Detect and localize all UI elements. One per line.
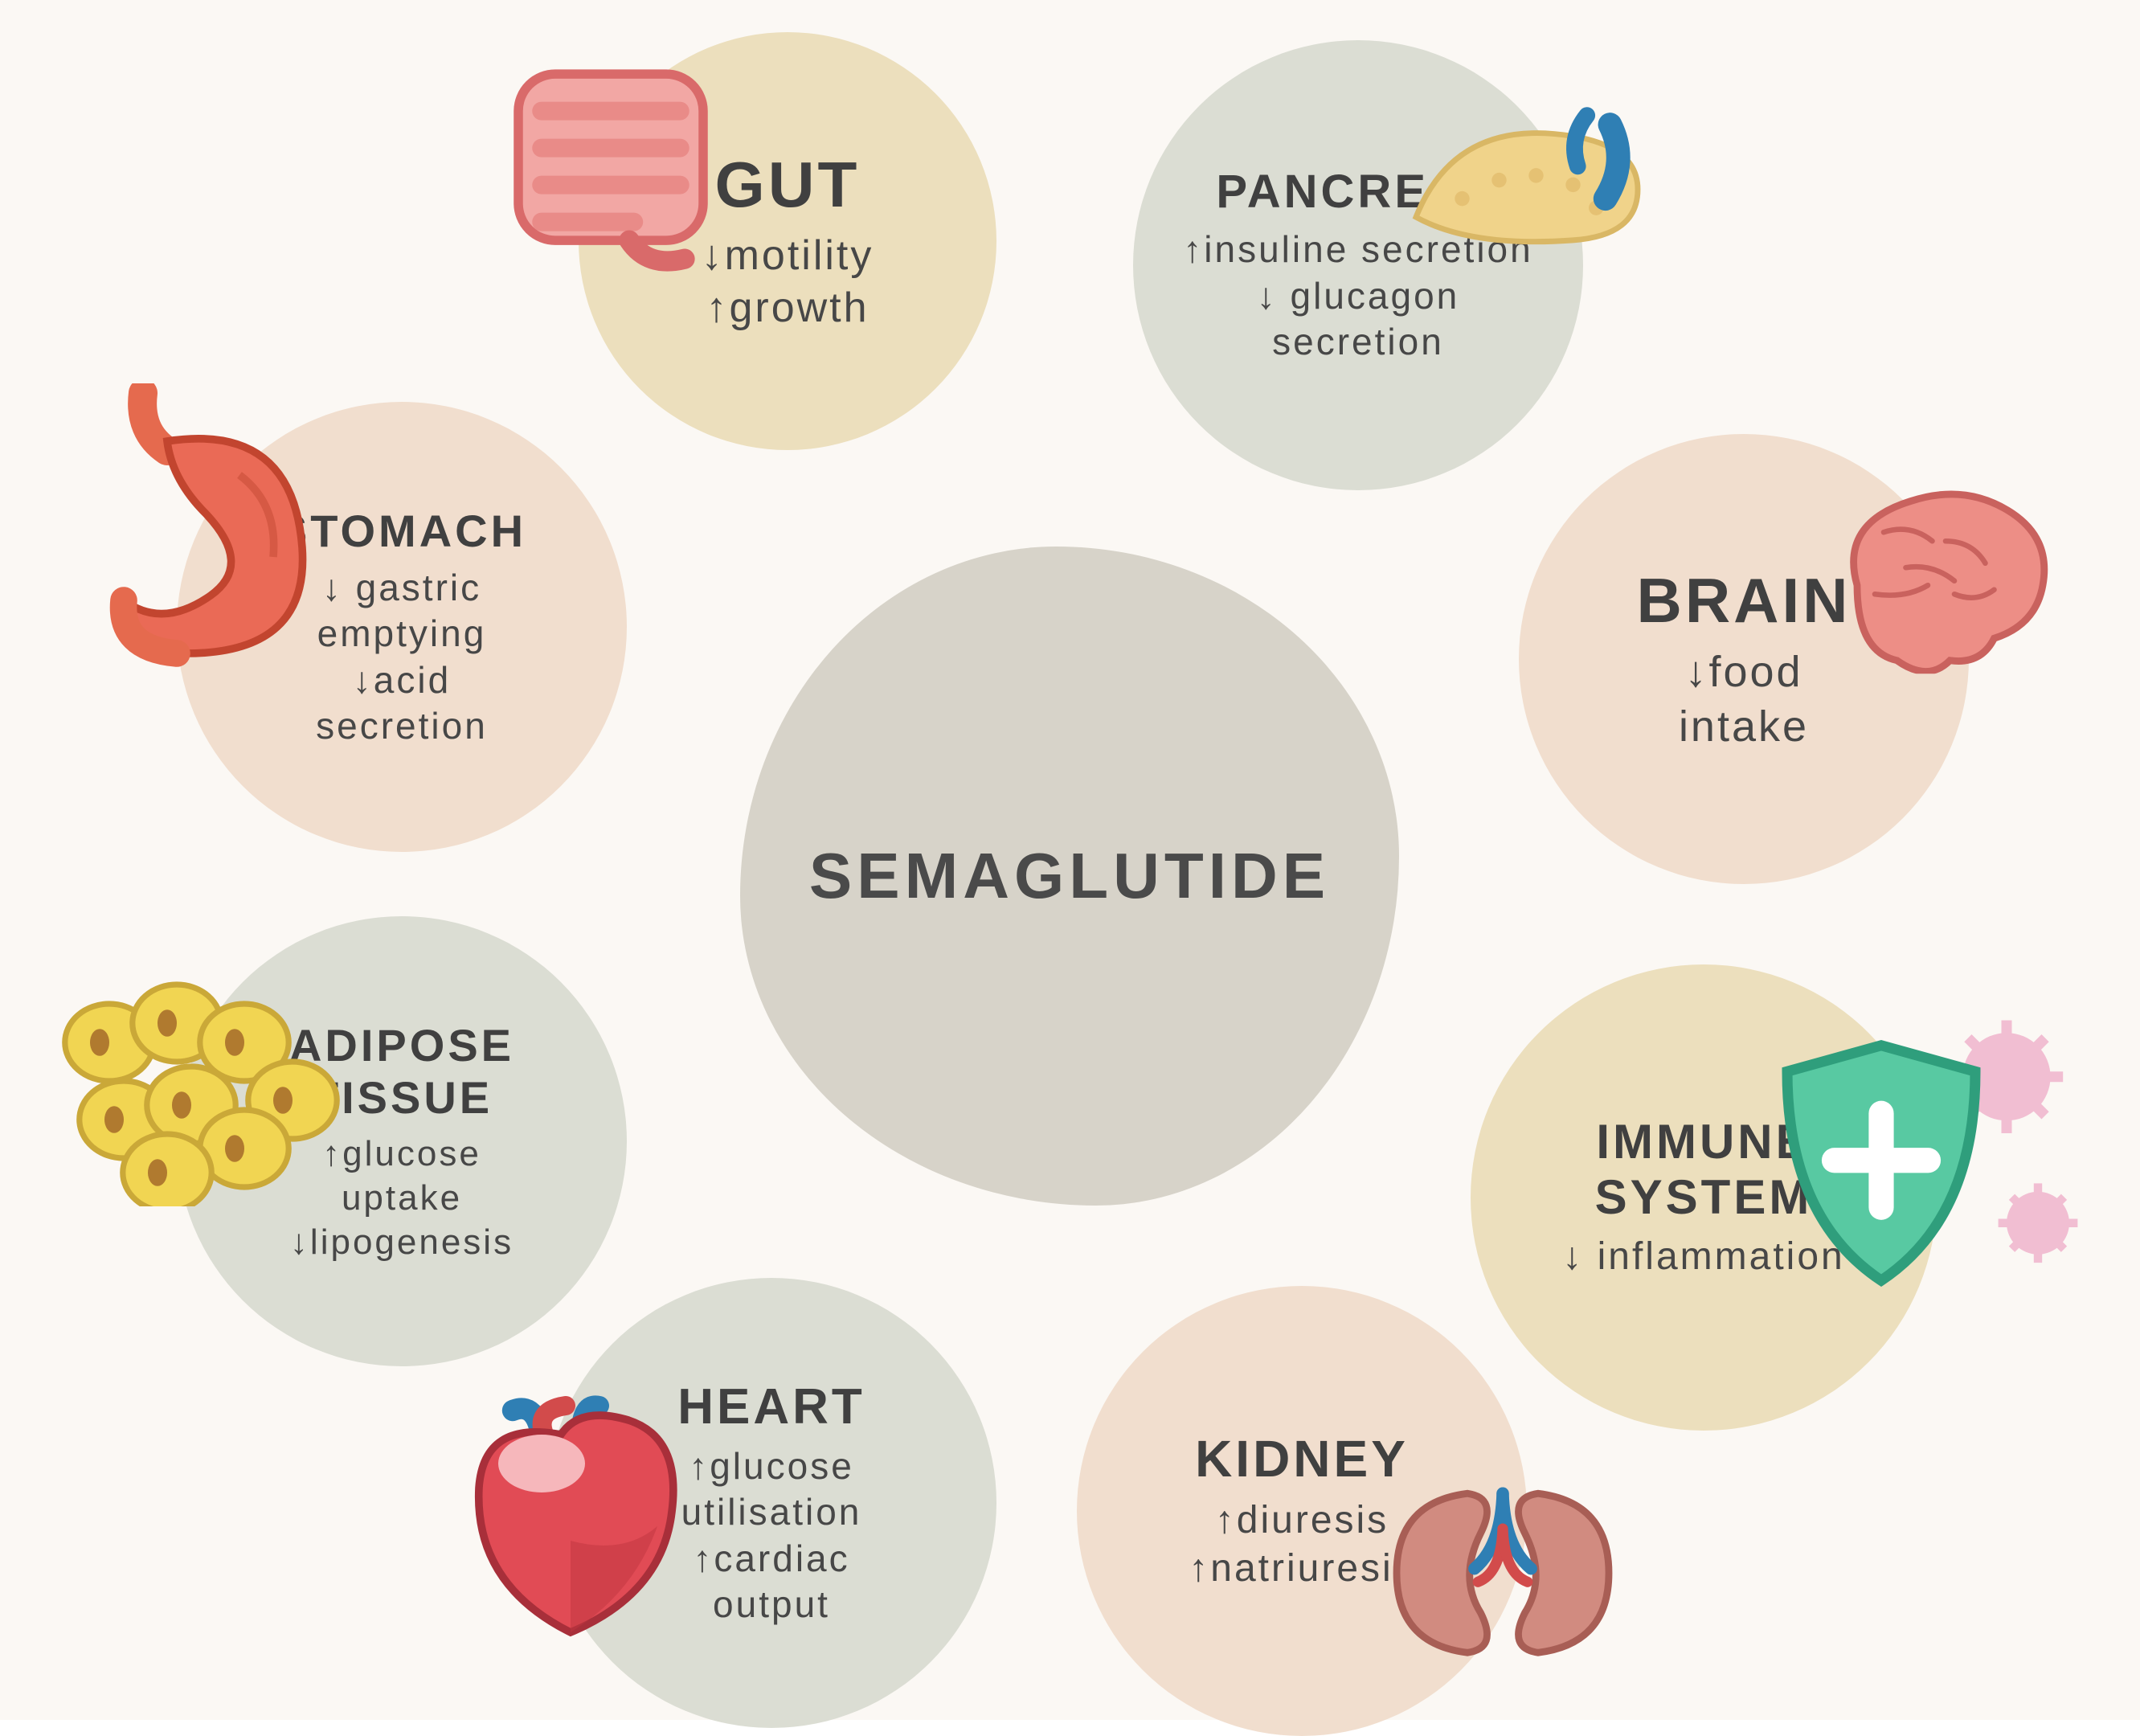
pancreas-effect-line: secretion (1183, 319, 1532, 366)
stomach-effect-line: emptying (316, 611, 488, 657)
heart-icon (455, 1391, 686, 1647)
stomach-effect-line: secretion (316, 703, 488, 750)
kidney-icon (1370, 1467, 1635, 1684)
center-node: SEMAGLUTIDE (740, 547, 1399, 1206)
stomach-effects: ↓ gastricemptying↓acidsecretion (316, 565, 488, 750)
brain-title: BRAIN (1637, 564, 1852, 637)
heart-effect-line: utilisation (681, 1489, 862, 1536)
brain-effect-line: intake (1679, 700, 1809, 755)
heart-title: HEART (677, 1378, 865, 1435)
gut-effect-line: ↑growth (702, 282, 874, 334)
immune-icon (1745, 1014, 2080, 1333)
heart-effect-line: ↑cardiac (681, 1536, 862, 1582)
stomach-icon (76, 383, 326, 678)
brain-icon (1822, 479, 2052, 678)
gut-icon (491, 55, 731, 282)
adipose-icon (56, 975, 346, 1211)
brain-effects: ↓foodintake (1679, 645, 1809, 754)
center-title: SEMAGLUTIDE (809, 839, 1330, 913)
diagram-canvas: SEMAGLUTIDEGUT↓motility↑growth PANCREAS↑… (0, 0, 2140, 1720)
stomach-effect-line: ↓ gastric (316, 565, 488, 612)
adipose-effect-line: ↓lipogenesis (290, 1220, 514, 1264)
brain-effect-line: ↓food (1679, 645, 1809, 700)
pancreas-icon (1397, 97, 1656, 305)
heart-effects: ↑glucoseutilisation↑cardiacoutput (681, 1443, 862, 1628)
gut-title: GUT (715, 148, 861, 222)
heart-effect-line: ↑glucose (681, 1443, 862, 1490)
stomach-effect-line: ↓acid (316, 657, 488, 704)
heart-effect-line: output (681, 1582, 862, 1628)
